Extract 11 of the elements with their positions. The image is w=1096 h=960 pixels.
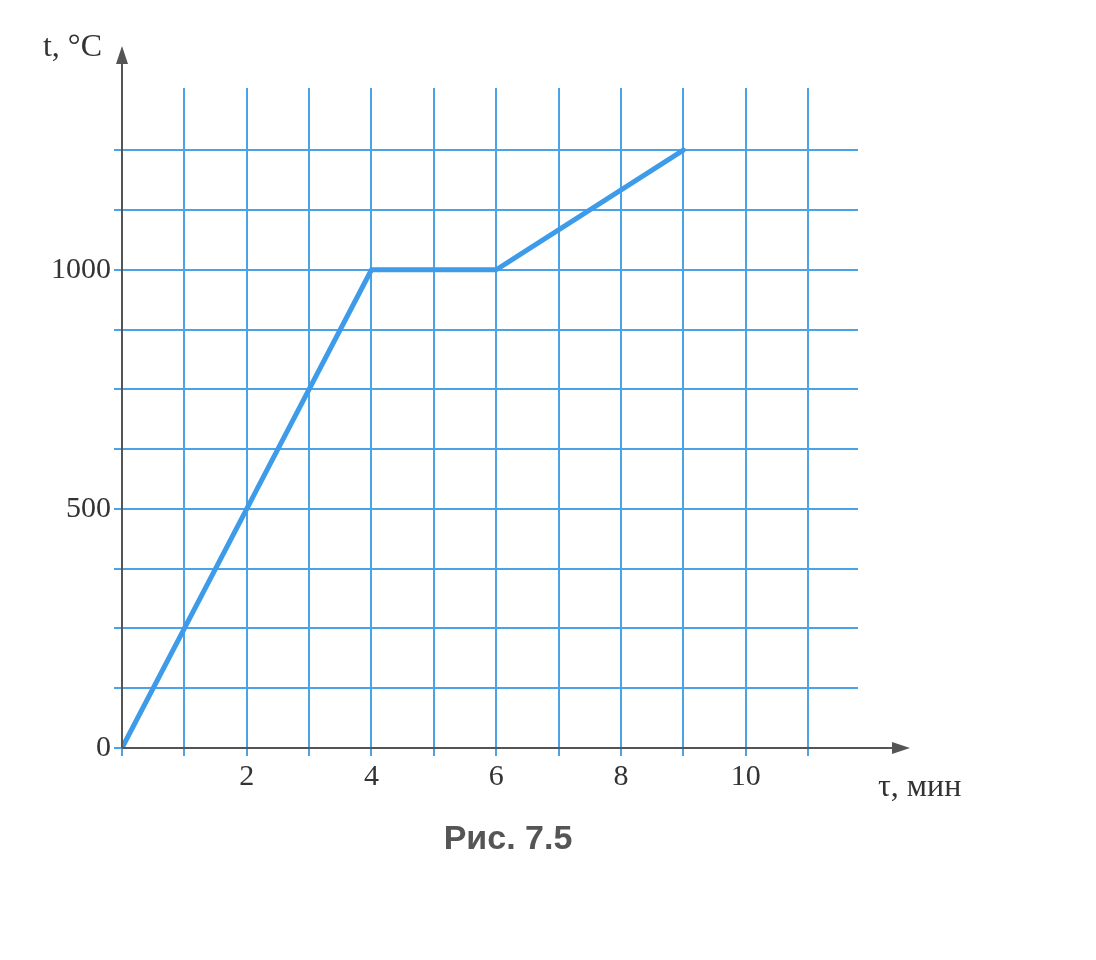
text: Рис. 7.5 <box>442 818 574 857</box>
y-tick-label: 1000 <box>51 250 111 284</box>
y-tick-label: 500 <box>66 489 111 523</box>
x-tick-label: 4 <box>363 757 379 791</box>
x-tick-label: 8 <box>613 757 629 791</box>
y-axis-title: t, °C <box>42 27 102 64</box>
x-tick-label: 2 <box>239 757 255 791</box>
x-tick-label: 10 <box>730 757 761 791</box>
y-tick-label: 0 <box>96 728 111 762</box>
x-tick-label: 6 <box>488 757 504 791</box>
x-axis-title: τ, мин <box>878 767 962 804</box>
